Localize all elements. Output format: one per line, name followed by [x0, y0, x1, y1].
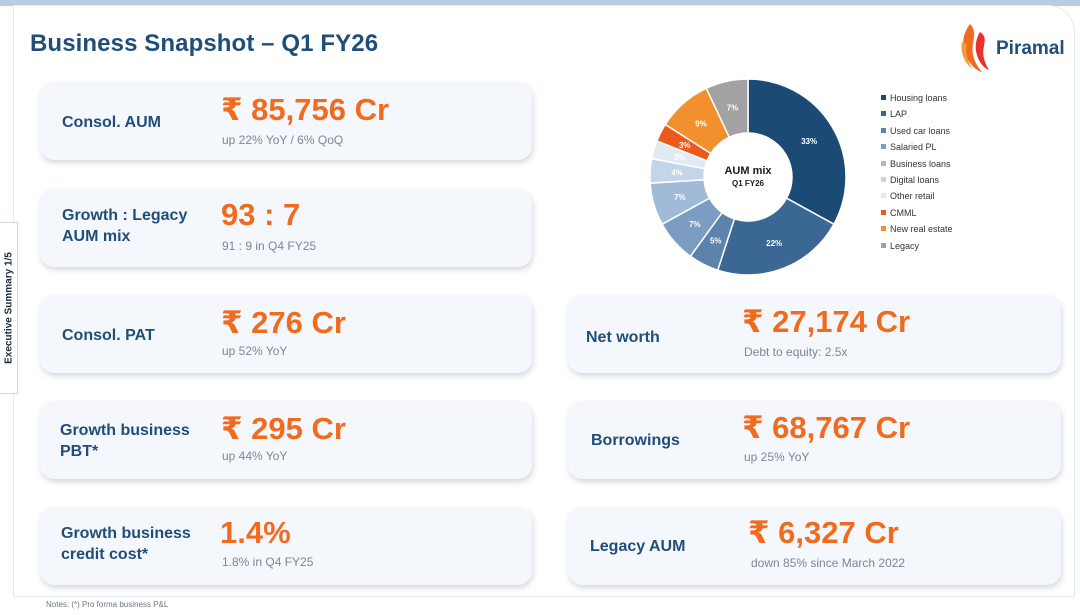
card-label: Borrowings [591, 432, 680, 449]
legend-item: Other retail [881, 189, 953, 205]
legend-item: Used car loans [881, 124, 953, 140]
legend-swatch [881, 226, 886, 232]
legend-swatch [881, 209, 886, 215]
side-section-label: Executive Summary 1/5 [3, 252, 14, 364]
card-subtext: up 52% YoY [222, 344, 288, 358]
side-section-tab[interactable]: Executive Summary 1/5 [0, 222, 18, 394]
legend-label: CMML [890, 207, 917, 218]
legend-swatch [881, 160, 886, 166]
donut-slice-label: 22% [766, 239, 782, 248]
company-logo: Piramal [958, 20, 1078, 74]
card-label: Consol. PAT [62, 327, 155, 344]
legend-label: Used car loans [890, 125, 951, 136]
growth-pbt-card: Growth business PBT* ₹ 295 Cr up 44% YoY [40, 401, 532, 479]
legacy-aum-card: Legacy AUM ₹ 6,327 Cr down 85% since Mar… [568, 507, 1061, 585]
logo-wordmark: Piramal [996, 38, 1065, 59]
donut-slice-label: 7% [727, 104, 739, 113]
card-subtext: up 22% YoY / 6% QoQ [222, 133, 344, 147]
legend-item: Housing loans [881, 91, 953, 107]
card-subtext: up 25% YoY [744, 450, 810, 464]
legend-item: New real estate [881, 222, 953, 238]
legend-item: LAP [881, 107, 953, 123]
card-label: Growth business PBT* [60, 422, 190, 460]
card-value: 1.4% [220, 515, 291, 550]
page-title: Business Snapshot – Q1 FY26 [30, 30, 379, 57]
legend-label: LAP [890, 109, 908, 120]
donut-slice-housing-loans [747, 78, 847, 226]
aum-mix-legend: Housing loans LAP Used car loans Salaried P… [881, 91, 953, 255]
net-worth-card: Net worth ₹ 27,174 Cr Debt to equity: 2.… [568, 295, 1061, 373]
donut-center-label: AUM mix Q1 FY26 [703, 165, 793, 189]
donut-center-title: AUM mix [724, 165, 772, 177]
card-value: ₹ 276 Cr [221, 305, 346, 340]
legend-label: Business loans [890, 158, 951, 169]
aum-mix-donut-svg: 33% 22% 5% 7% 7% 4% 3% 3% 9% 7% [649, 78, 847, 276]
donut-slice-label: 7% [689, 220, 701, 229]
card-label: Net worth [586, 329, 660, 346]
consol-pat-card: Consol. PAT ₹ 276 Cr up 52% YoY [40, 295, 532, 373]
card-label: Consol. AUM [62, 114, 161, 131]
card-value: ₹ 6,327 Cr [748, 515, 899, 550]
legend-item: Digital loans [881, 173, 953, 189]
legend-label: New real estate [890, 224, 953, 235]
aum-mix-card: Growth : Legacy AUM mix 93 : 7 91 : 9 in… [40, 189, 532, 267]
legend-item: Salaried PL [881, 140, 953, 156]
card-subtext: up 44% YoY [222, 449, 288, 463]
legend-label: Other retail [890, 191, 935, 202]
card-value: 93 : 7 [221, 197, 301, 232]
piramal-flame-icon [961, 24, 989, 72]
donut-slice-label: 33% [801, 137, 817, 146]
card-subtext: Debt to equity: 2.5x [744, 345, 848, 359]
legend-item: Business loans [881, 157, 953, 173]
consol-aum-card: Consol. AUM ₹ 85,756 Cr up 22% YoY / 6% … [40, 82, 532, 160]
card-value: ₹ 295 Cr [221, 411, 346, 446]
legend-item: Legacy [881, 239, 953, 255]
card-label: Legacy AUM [590, 538, 686, 555]
donut-center-subtitle: Q1 FY26 [731, 179, 764, 188]
card-subtext: 91 : 9 in Q4 FY25 [222, 239, 317, 253]
card-label: Growth business credit cost* [61, 525, 191, 563]
footnote: Notes: (*) Pro forma business P&L [46, 600, 169, 609]
donut-slice-label: 3% [679, 141, 691, 150]
card-value: ₹ 68,767 Cr [742, 410, 911, 445]
legend-swatch [881, 176, 886, 182]
donut-slice-lap [716, 197, 835, 276]
legend-item: CMML [881, 206, 953, 222]
aum-mix-donut-chart: 33% 22% 5% 7% 7% 4% 3% 3% 9% 7% AUM mix Q1 FY26 [648, 77, 848, 277]
donut-slice-label: 5% [710, 236, 722, 245]
legend-label: Legacy [890, 240, 920, 251]
credit-cost-card: Growth business credit cost* 1.4% 1.8% i… [40, 507, 532, 585]
legend-swatch [881, 144, 886, 150]
legend-swatch [881, 193, 886, 199]
legend-swatch [881, 95, 886, 100]
legend-swatch [881, 242, 886, 248]
donut-slice-label: 9% [695, 120, 707, 129]
top-accent-bar [0, 0, 1080, 6]
card-value: ₹ 27,174 Cr [742, 304, 911, 339]
card-label: Growth : Legacy AUM mix [62, 207, 188, 245]
card-subtext: down 85% since March 2022 [751, 556, 906, 570]
legend-swatch [881, 111, 886, 117]
card-value: ₹ 85,756 Cr [221, 92, 390, 127]
donut-slice-label: 7% [674, 193, 686, 202]
donut-slice-legacy [705, 78, 749, 139]
borrowings-card: Borrowings ₹ 68,767 Cr up 25% YoY [568, 401, 1061, 479]
donut-slice-label: 3% [674, 153, 686, 162]
card-subtext: 1.8% in Q4 FY25 [222, 555, 314, 569]
legend-swatch [881, 127, 886, 133]
legend-label: Salaried PL [890, 142, 937, 153]
legend-label: Housing loans [890, 93, 948, 103]
donut-slice-label: 4% [671, 169, 683, 178]
legend-label: Digital loans [890, 174, 940, 185]
